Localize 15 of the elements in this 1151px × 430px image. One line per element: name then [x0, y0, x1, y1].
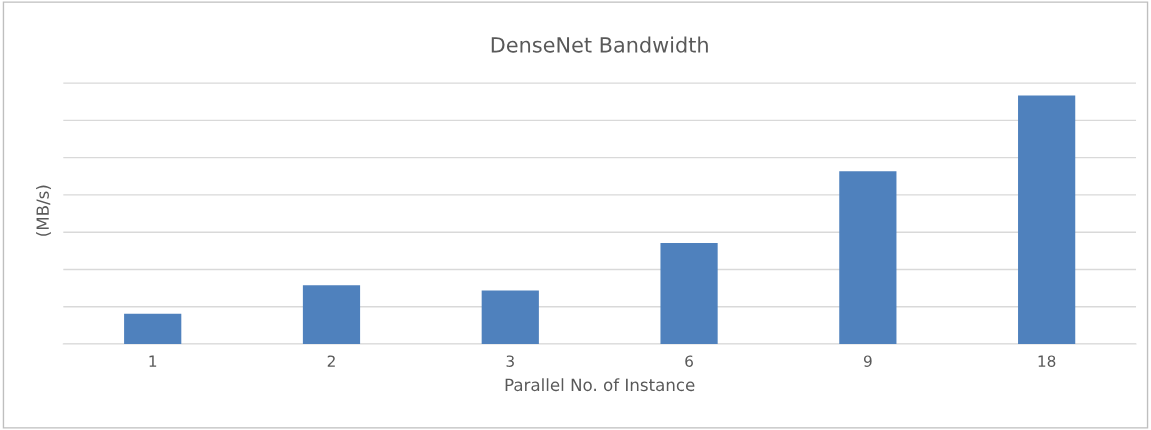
bar — [124, 313, 182, 344]
y-axis-title: (MB/s) — [36, 185, 51, 236]
x-tick-label: 9 — [863, 355, 872, 367]
x-tick-label: 3 — [506, 355, 514, 367]
bar — [839, 171, 897, 344]
bar — [1018, 95, 1076, 344]
bar — [481, 290, 539, 344]
x-tick-label: 6 — [685, 355, 693, 367]
chart-title: DenseNet Bandwidth — [491, 36, 708, 53]
x-tick-label: 2 — [327, 355, 335, 367]
x-axis-title: Parallel No. of Instance — [505, 378, 695, 392]
bar — [660, 242, 718, 344]
bar — [302, 285, 361, 344]
x-tick-label: 1 — [149, 355, 157, 367]
x-tick-label: 18 — [1038, 355, 1056, 367]
